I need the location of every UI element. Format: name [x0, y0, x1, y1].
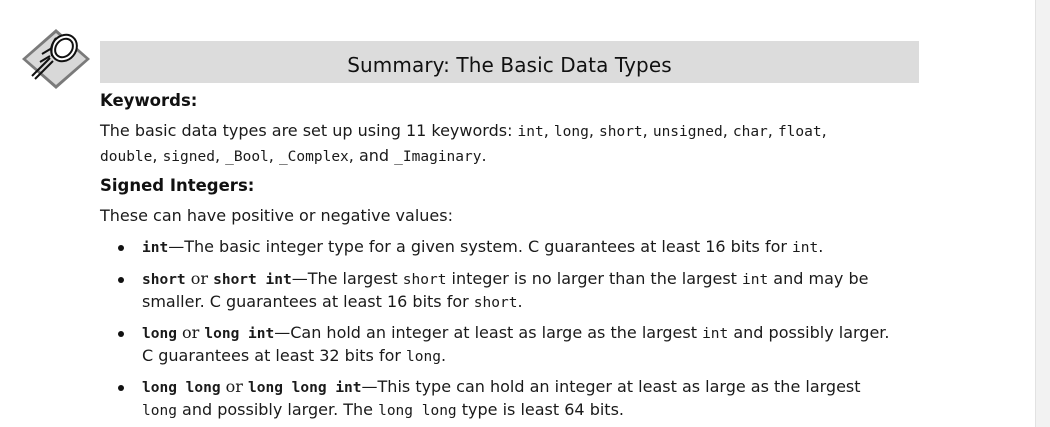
type-term: short int [213, 272, 292, 288]
type-term: short [142, 272, 186, 288]
type-term: long [142, 326, 177, 342]
type-term: int [142, 240, 169, 256]
magnifier-icon [22, 29, 90, 89]
keyword: short [599, 124, 643, 140]
list-item: long or long int—Can hold an integer at … [118, 322, 918, 368]
section-header: Summary: The Basic Data Types [100, 41, 919, 83]
list-item: int—The basic integer type for a given s… [118, 236, 918, 259]
keywords-paragraph: The basic data types are set up using 11… [100, 121, 827, 165]
keyword: int [517, 124, 544, 140]
keywords-heading: Keywords: [100, 91, 198, 110]
keyword: _Complex [278, 149, 349, 165]
bullet-icon [118, 245, 124, 251]
keyword: _Imaginary [394, 149, 482, 165]
keyword: double [100, 149, 153, 165]
list-item: short or short int—The largest short int… [118, 268, 918, 314]
section-title: Summary: The Basic Data Types [347, 53, 672, 77]
keyword: signed [162, 149, 215, 165]
keyword: unsigned [652, 124, 723, 140]
type-term: long int [204, 326, 275, 342]
page-edge [1035, 0, 1050, 427]
keyword: float [777, 124, 822, 140]
keyword: _Bool [225, 149, 269, 165]
signed-integers-heading: Signed Integers: [100, 176, 255, 195]
signed-integers-intro: These can have positive or negative valu… [100, 206, 453, 225]
bullet-icon [118, 385, 124, 391]
bullet-icon [118, 331, 124, 337]
bullet-icon [118, 277, 124, 283]
keyword: char [732, 124, 768, 140]
type-term: long long int [248, 380, 362, 396]
keyword: long [553, 124, 589, 140]
list-item: long long or long long int—This type can… [118, 376, 918, 422]
keywords-intro: The basic data types are set up using 11… [100, 121, 513, 140]
type-term: long long [142, 380, 221, 396]
